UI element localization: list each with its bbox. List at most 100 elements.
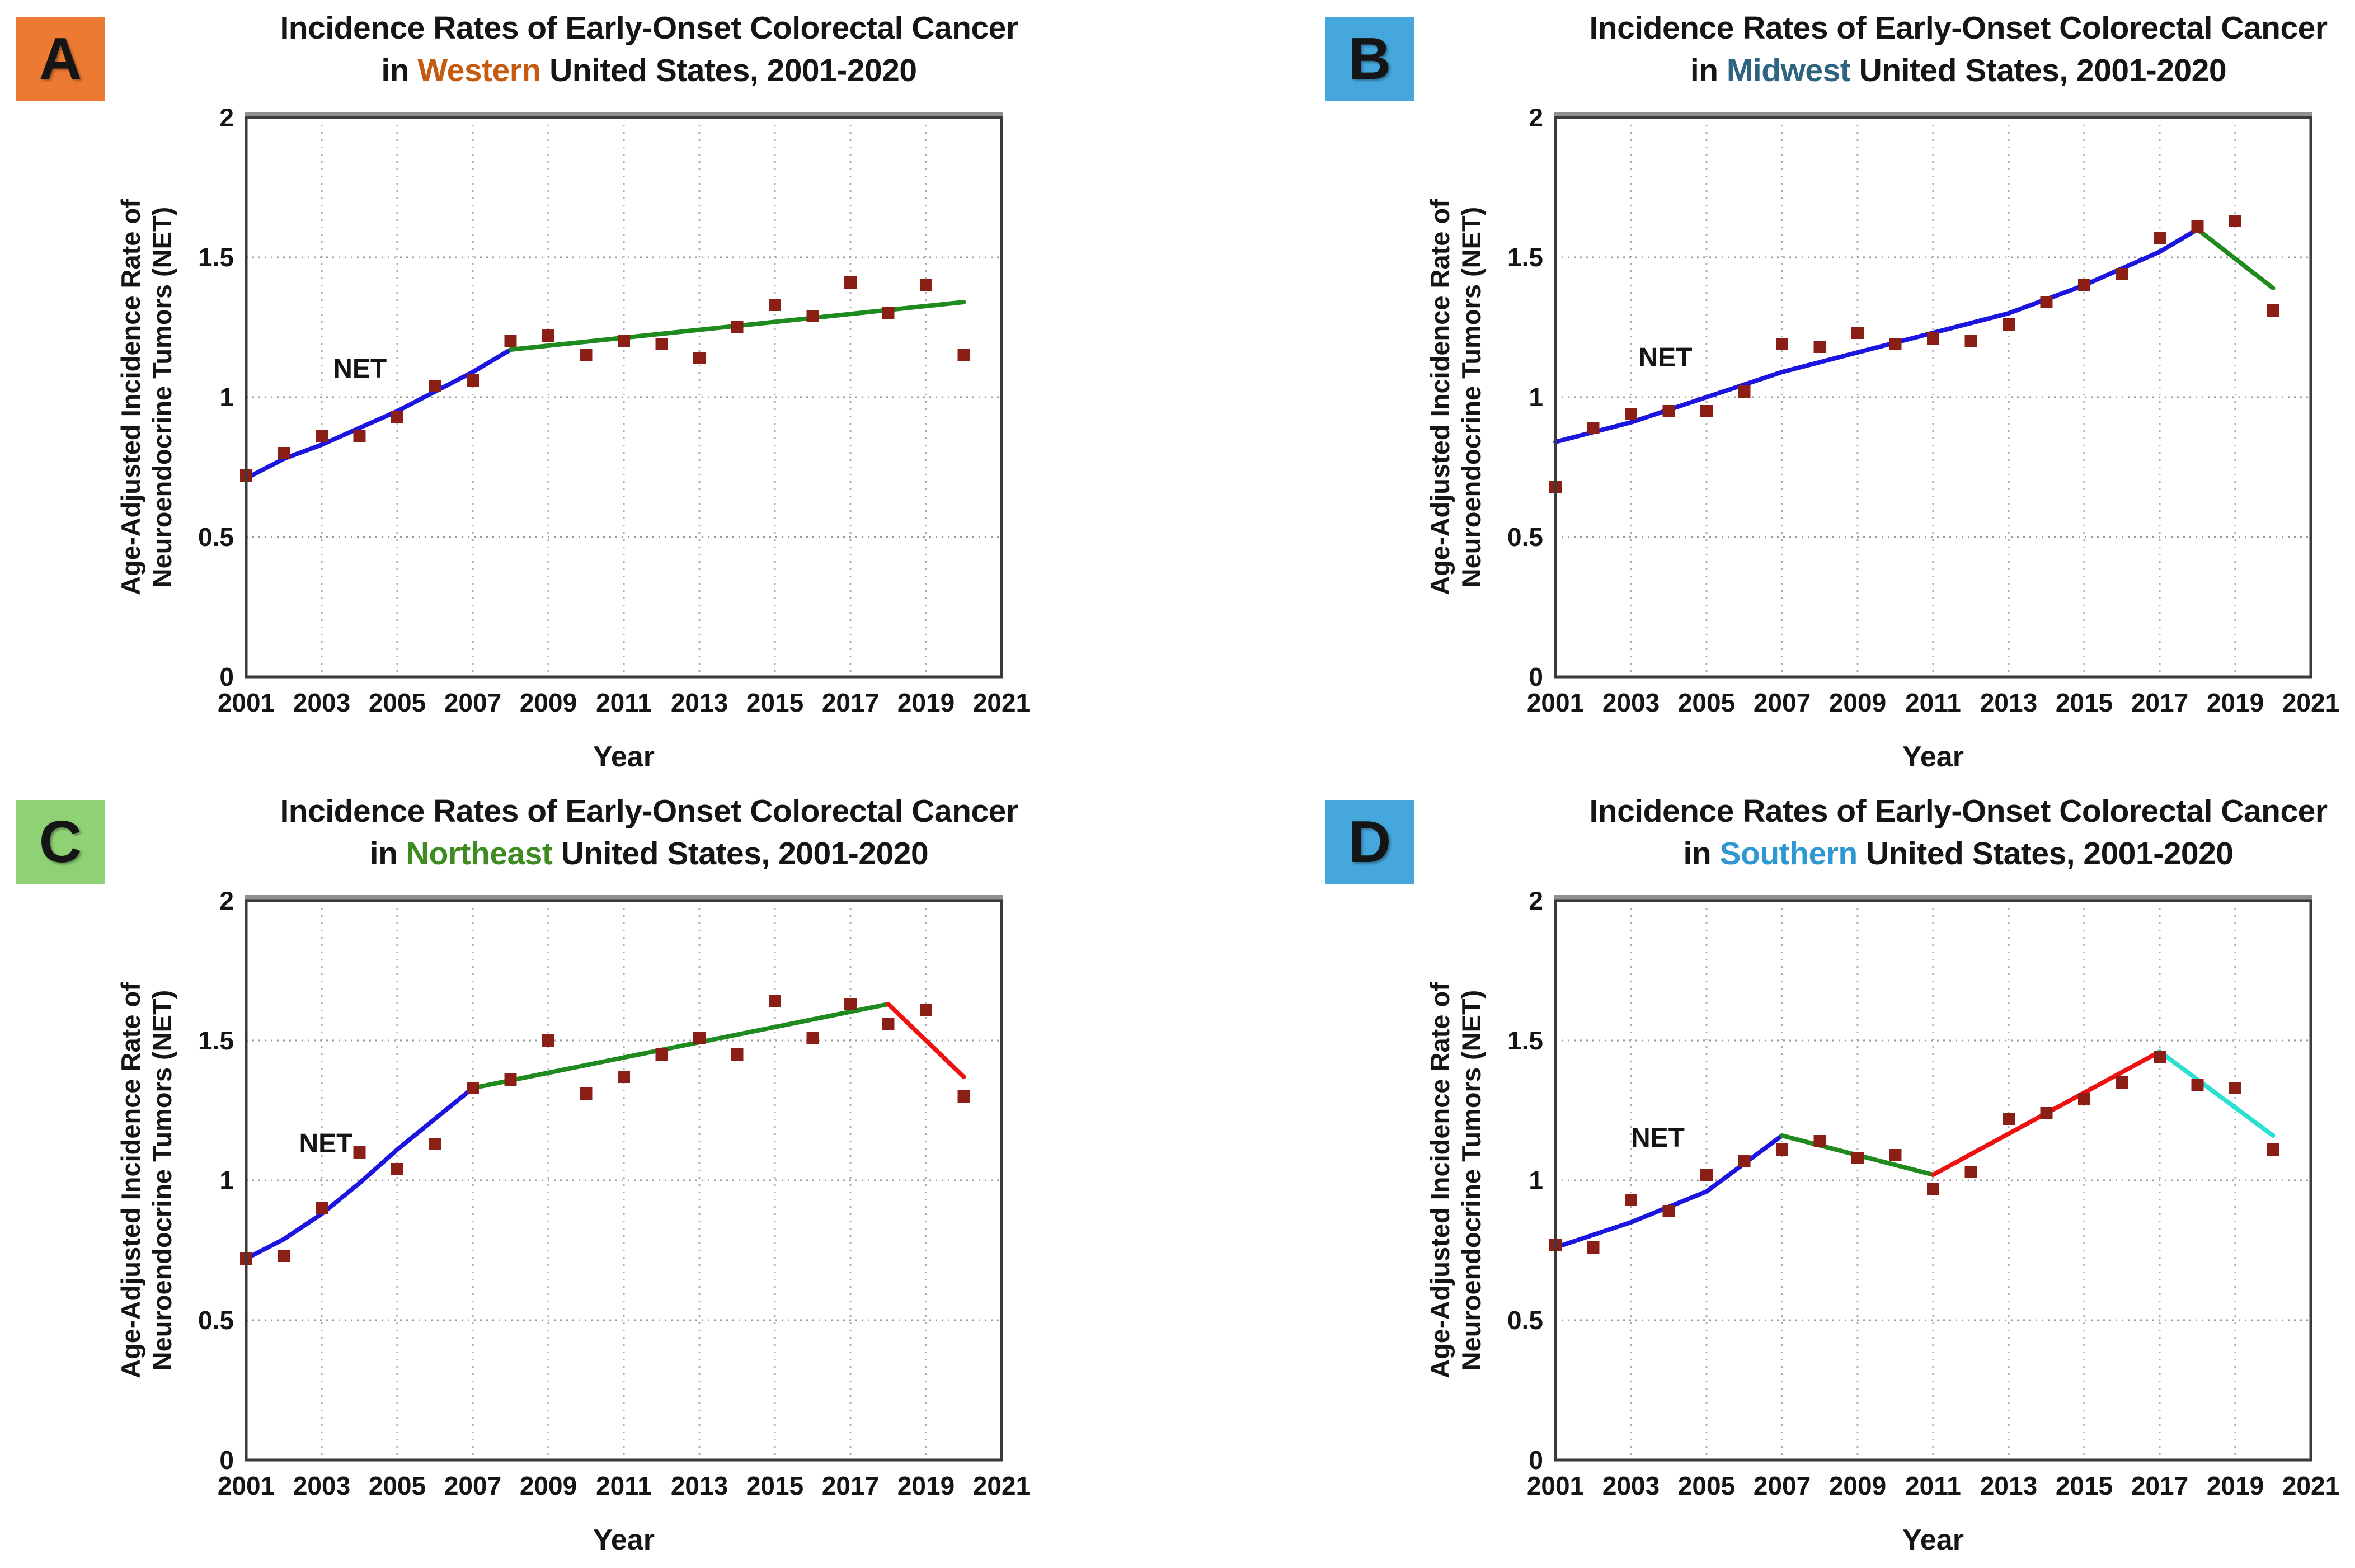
x-tick-label: 2001 — [218, 1471, 275, 1500]
y-tick-label: 0.5 — [1507, 522, 1543, 552]
title-region: Western — [417, 53, 541, 88]
title-line1: Incidence Rates of Early-Onset Colorecta… — [1589, 10, 2328, 46]
data-point — [731, 1048, 744, 1061]
data-point — [844, 276, 857, 289]
x-axis-title: Year — [593, 741, 655, 773]
trend-falling-2017-2020 — [2157, 1049, 2276, 1138]
data-point — [1776, 338, 1788, 350]
data-point — [1851, 327, 1864, 339]
data-point — [2003, 1113, 2015, 1125]
data-point — [882, 307, 895, 319]
data-point — [769, 995, 781, 1007]
x-tick-label: 2017 — [822, 688, 879, 717]
data-point — [1700, 405, 1713, 417]
title-region: Northeast — [406, 836, 553, 872]
data-point — [1813, 1135, 1826, 1147]
chart-panel-d: NET 0 0.5 1 1.5 2 2001 2003 2005 2007 2009 2011 2013… — [1425, 892, 2339, 1556]
title-line1: Incidence Rates of Early-Onset Colorecta… — [1589, 793, 2328, 829]
title-in-word: in — [381, 53, 418, 88]
x-tick-label: 2005 — [369, 688, 426, 717]
data-point — [542, 1034, 554, 1047]
y-tick-label: 1 — [1529, 383, 1543, 412]
data-point — [2154, 232, 2166, 244]
title-suffix: United States, 2001-2020 — [1850, 53, 2227, 88]
x-tick-label: 2019 — [897, 688, 955, 717]
x-axis-title: Year — [593, 1524, 655, 1556]
x-tick-label: 2021 — [2282, 1471, 2339, 1500]
data-point — [467, 374, 479, 387]
x-tick-label: 2013 — [671, 1471, 728, 1500]
y-axis-title-line2: Neuroendocrine Tumors (NET) — [147, 207, 177, 588]
data-point — [542, 329, 554, 342]
x-axis-title: Year — [1902, 1524, 1964, 1556]
x-axis-title: Year — [1902, 741, 1964, 773]
panel-b: B Incidence Rates of Early-Onset Colorec… — [1177, 0, 2355, 783]
x-tick-label: 2003 — [293, 688, 350, 717]
chart-panel-a: NET 0 0.5 1 1.5 2 2001 2003 2005 2007 2009 2011 2013… — [116, 109, 1030, 773]
trend-falling-2018-2020 — [886, 1002, 966, 1079]
data-point — [2040, 296, 2053, 308]
series-label: NET — [299, 1129, 353, 1159]
title-region: Southern — [1719, 836, 1858, 872]
panel-b-title: Incidence Rates of Early-Onset Colorecta… — [1544, 7, 2355, 92]
x-tick-label: 2021 — [973, 1471, 1030, 1500]
data-point — [1700, 1169, 1713, 1181]
data-point — [1851, 1152, 1864, 1164]
y-tick-label: 0.5 — [198, 522, 234, 552]
x-tick-label: 2003 — [293, 1471, 350, 1500]
data-point — [391, 1163, 403, 1175]
data-point — [1662, 405, 1675, 417]
chart-panel-c: NET 0 0.5 1 1.5 2 2001 2003 2005 2007 2009 2011 2013… — [116, 892, 1030, 1556]
chart-panel-b: NET 0 0.5 1 1.5 2 2001 2003 2005 2007 2009 2011 2013… — [1425, 109, 2339, 773]
data-point — [316, 430, 328, 442]
data-point — [2078, 1093, 2090, 1105]
series-label: NET — [333, 354, 387, 384]
data-point — [806, 1032, 819, 1044]
y-tick-label: 1 — [219, 1166, 234, 1195]
data-point — [618, 1071, 630, 1083]
x-tick-label: 2015 — [746, 688, 803, 717]
data-point — [2229, 215, 2241, 227]
data-point — [353, 1146, 366, 1159]
y-axis-title-line2: Neuroendocrine Tumors (NET) — [1456, 990, 1486, 1371]
title-line2: in Southern United States, 2001-2020 — [1544, 832, 2355, 875]
x-tick-label: 2017 — [822, 1471, 879, 1500]
x-tick-label: 2017 — [2131, 688, 2188, 717]
x-tick-label: 2021 — [973, 688, 1030, 717]
data-point — [467, 1082, 479, 1094]
y-tick-label: 1.5 — [1507, 1026, 1543, 1055]
x-tick-label: 2007 — [1754, 1471, 1811, 1500]
data-point — [1738, 385, 1751, 398]
data-point — [1587, 422, 1600, 434]
data-point — [1738, 1155, 1751, 1167]
y-tick-label: 1.5 — [1507, 243, 1543, 272]
panel-d: D Incidence Rates of Early-Onset Colorec… — [1177, 783, 2355, 1568]
data-point — [278, 447, 290, 459]
data-point — [806, 310, 819, 322]
y-axis-title-line1: Age-Adjusted Incidence Rate of — [116, 982, 145, 1378]
data-point — [655, 338, 668, 350]
data-point — [2154, 1051, 2166, 1063]
panel-d-badge: D — [1325, 800, 1414, 884]
x-tick-label: 2013 — [1980, 1471, 2037, 1500]
x-tick-label: 2011 — [596, 1471, 652, 1500]
y-axis-title-line1: Age-Adjusted Incidence Rate of — [1425, 199, 1455, 595]
title-line2: in Midwest United States, 2001-2020 — [1544, 49, 2355, 92]
trend-rising-2001-2007 — [244, 1086, 475, 1261]
data-point — [2003, 318, 2015, 331]
trend-rising-2001-2018 — [1553, 227, 2200, 444]
data-point — [1625, 408, 1637, 420]
plot-border — [245, 899, 1003, 1462]
title-region: Midwest — [1726, 53, 1851, 88]
x-tick-label: 2009 — [1829, 1471, 1886, 1500]
panel-b-badge: B — [1325, 17, 1414, 101]
x-tick-label: 2007 — [444, 688, 501, 717]
panel-a: A Incidence Rates of Early-Onset Colorec… — [0, 0, 1177, 783]
x-tick-label: 2011 — [1905, 688, 1961, 717]
panel-a-title: Incidence Rates of Early-Onset Colorecta… — [235, 7, 1063, 92]
data-point — [2116, 1076, 2128, 1089]
y-tick-label: 0 — [219, 662, 234, 691]
series-label: NET — [1631, 1123, 1685, 1153]
data-point — [580, 1087, 593, 1100]
data-point — [1587, 1241, 1600, 1254]
